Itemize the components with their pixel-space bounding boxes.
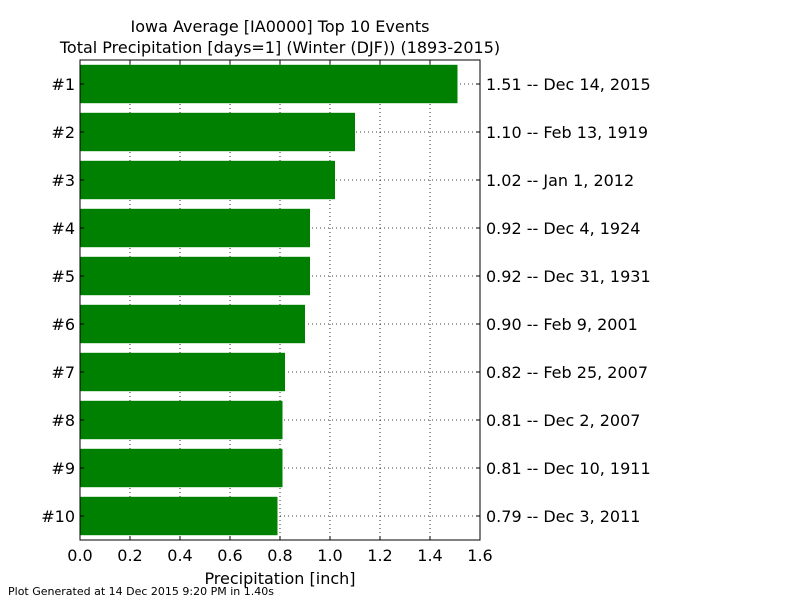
- value-label: 0.92 -- Dec 4, 1924: [486, 219, 640, 238]
- x-tick-label: 0.0: [67, 546, 92, 565]
- y-tick-label: #1: [51, 75, 75, 94]
- value-label: 0.92 -- Dec 31, 1931: [486, 267, 651, 286]
- x-axis-label: Precipitation [inch]: [204, 569, 355, 588]
- y-tick-label: #7: [51, 363, 75, 382]
- bar: [80, 304, 305, 344]
- bar: [80, 208, 310, 248]
- y-tick-label: #9: [51, 459, 75, 478]
- x-tick-label: 1.2: [367, 546, 392, 565]
- value-label: 1.51 -- Dec 14, 2015: [486, 75, 651, 94]
- y-tick-label: #6: [51, 315, 75, 334]
- bar: [80, 448, 283, 488]
- axis-ticks: [79, 60, 481, 540]
- x-tick-label: 0.4: [167, 546, 192, 565]
- bar: [80, 112, 355, 152]
- x-tick-label: 1.6: [467, 546, 492, 565]
- chart-subtitle: Total Precipitation [days=1] (Winter (DJ…: [59, 38, 500, 57]
- value-label: 0.82 -- Feb 25, 2007: [486, 363, 648, 382]
- value-label: 0.81 -- Dec 2, 2007: [486, 411, 640, 430]
- y-tick-label: #2: [51, 123, 75, 142]
- y-tick-label: #8: [51, 411, 75, 430]
- bar: [80, 256, 310, 296]
- y-tick-label: #5: [51, 267, 75, 286]
- value-label: 0.90 -- Feb 9, 2001: [486, 315, 638, 334]
- x-tick-label: 1.0: [317, 546, 342, 565]
- x-tick-label: 0.6: [217, 546, 242, 565]
- y-tick-label: #10: [41, 507, 75, 526]
- x-tick-labels: 0.0 0.2 0.4 0.6 0.8 1.0 1.2 1.4 1.6: [67, 546, 492, 565]
- bar: [80, 64, 458, 104]
- bar: [80, 352, 285, 392]
- bars: [80, 64, 458, 536]
- footer-note: Plot Generated at 14 Dec 2015 9:20 PM in…: [8, 585, 274, 598]
- bar: [80, 160, 335, 200]
- chart-title: Iowa Average [IA0000] Top 10 Events: [131, 17, 430, 36]
- x-tick-label: 1.4: [417, 546, 442, 565]
- value-label: 0.81 -- Dec 10, 1911: [486, 459, 651, 478]
- value-label: 1.10 -- Feb 13, 1919: [486, 123, 648, 142]
- y-tick-labels: #1 #2 #3 #4 #5 #6 #7 #8 #9 #10: [41, 75, 75, 526]
- value-labels: 1.51 -- Dec 14, 2015 1.10 -- Feb 13, 1919…: [486, 75, 651, 526]
- bar: [80, 496, 278, 536]
- x-tick-label: 0.2: [117, 546, 142, 565]
- value-label: 0.79 -- Dec 3, 2011: [486, 507, 640, 526]
- y-tick-label: #4: [51, 219, 75, 238]
- bar: [80, 400, 283, 440]
- x-tick-label: 0.8: [267, 546, 292, 565]
- y-tick-label: #3: [51, 171, 75, 190]
- value-label: 1.02 -- Jan 1, 2012: [486, 171, 634, 190]
